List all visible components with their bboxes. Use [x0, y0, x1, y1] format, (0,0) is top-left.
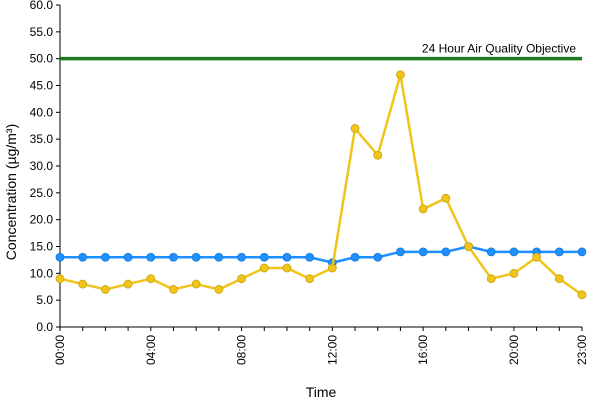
y-tick-label: 40.0: [30, 105, 54, 119]
series-2: [55, 70, 587, 300]
data-point: [191, 279, 201, 289]
y-tick-label: 60.0: [30, 0, 54, 12]
data-point: [373, 252, 383, 262]
y-tick-label: 5.0: [36, 293, 53, 307]
x-tick-label: 20:00: [507, 335, 521, 365]
data-point: [305, 274, 315, 284]
x-tick-label: 00:00: [53, 335, 67, 365]
data-point: [509, 247, 519, 257]
y-tick-label: 35.0: [30, 132, 54, 146]
series-group: [55, 70, 587, 300]
y-tick-label: 0.0: [36, 320, 53, 334]
data-point: [418, 204, 428, 214]
data-point: [577, 247, 587, 257]
data-point: [237, 252, 246, 262]
data-point: [441, 247, 451, 257]
x-axis-ticks: 00:00 04:00 08:00 12:00 16:00 20:00 23:00: [53, 327, 589, 365]
data-point: [78, 279, 88, 289]
y-tick-label: 30.0: [30, 159, 54, 173]
data-point: [146, 274, 156, 284]
data-point: [396, 70, 405, 80]
data-point: [350, 252, 360, 262]
y-tick-label: 25.0: [30, 186, 54, 200]
data-point: [123, 279, 133, 289]
data-point: [486, 274, 496, 284]
data-point: [191, 252, 201, 262]
data-point: [373, 150, 383, 160]
x-axis-title: Time: [306, 384, 337, 400]
y-axis-title: Concentration (µg/m³): [3, 124, 19, 260]
data-point: [441, 193, 451, 203]
data-point: [146, 252, 156, 262]
y-tick-label: 50.0: [30, 52, 54, 66]
y-tick-label: 55.0: [30, 25, 54, 39]
data-point: [55, 252, 65, 262]
series-1: [55, 242, 587, 268]
data-point: [237, 274, 246, 284]
y-tick-label: 10.0: [30, 266, 54, 280]
data-point: [577, 290, 587, 300]
y-axis-ticks: 0.0 5.0 10.0 15.0 20.0 25.0 30.0 35.0 40.0 45.0 50…: [30, 0, 60, 334]
x-tick-label: 23:00: [575, 335, 589, 365]
data-point: [169, 252, 178, 262]
data-point: [327, 263, 337, 273]
x-tick-label: 16:00: [416, 335, 430, 365]
reference-line-label: 24 Hour Air Quality Objective: [422, 42, 576, 56]
data-point: [169, 285, 178, 294]
data-point: [509, 268, 519, 278]
y-tick-label: 45.0: [30, 79, 54, 93]
data-point: [418, 247, 428, 257]
data-point: [396, 247, 405, 257]
x-tick-label: 12:00: [325, 335, 339, 365]
data-point: [259, 263, 269, 273]
series-line: [60, 245, 582, 264]
data-point: [123, 252, 133, 262]
data-point: [100, 252, 110, 262]
data-point: [532, 252, 542, 262]
data-point: [282, 252, 292, 262]
data-point: [214, 252, 224, 262]
y-tick-label: 15.0: [30, 240, 54, 254]
data-point: [305, 252, 315, 262]
data-point: [350, 124, 360, 133]
y-tick-label: 20.0: [30, 213, 54, 227]
data-point: [464, 242, 473, 251]
data-point: [282, 263, 292, 273]
x-tick-label: 04:00: [144, 335, 158, 365]
data-point: [214, 285, 224, 294]
data-point: [259, 252, 269, 262]
y-axis-title-group: Concentration (µg/m³): [3, 124, 19, 260]
x-tick-label: 08:00: [235, 335, 249, 365]
data-point: [100, 285, 110, 294]
series-line: [59, 73, 583, 296]
data-point: [78, 252, 88, 262]
data-point: [55, 274, 65, 284]
data-point: [486, 247, 496, 257]
data-point: [554, 247, 564, 257]
reference-line-group: 24 Hour Air Quality Objective: [60, 42, 582, 61]
data-point: [554, 274, 564, 284]
